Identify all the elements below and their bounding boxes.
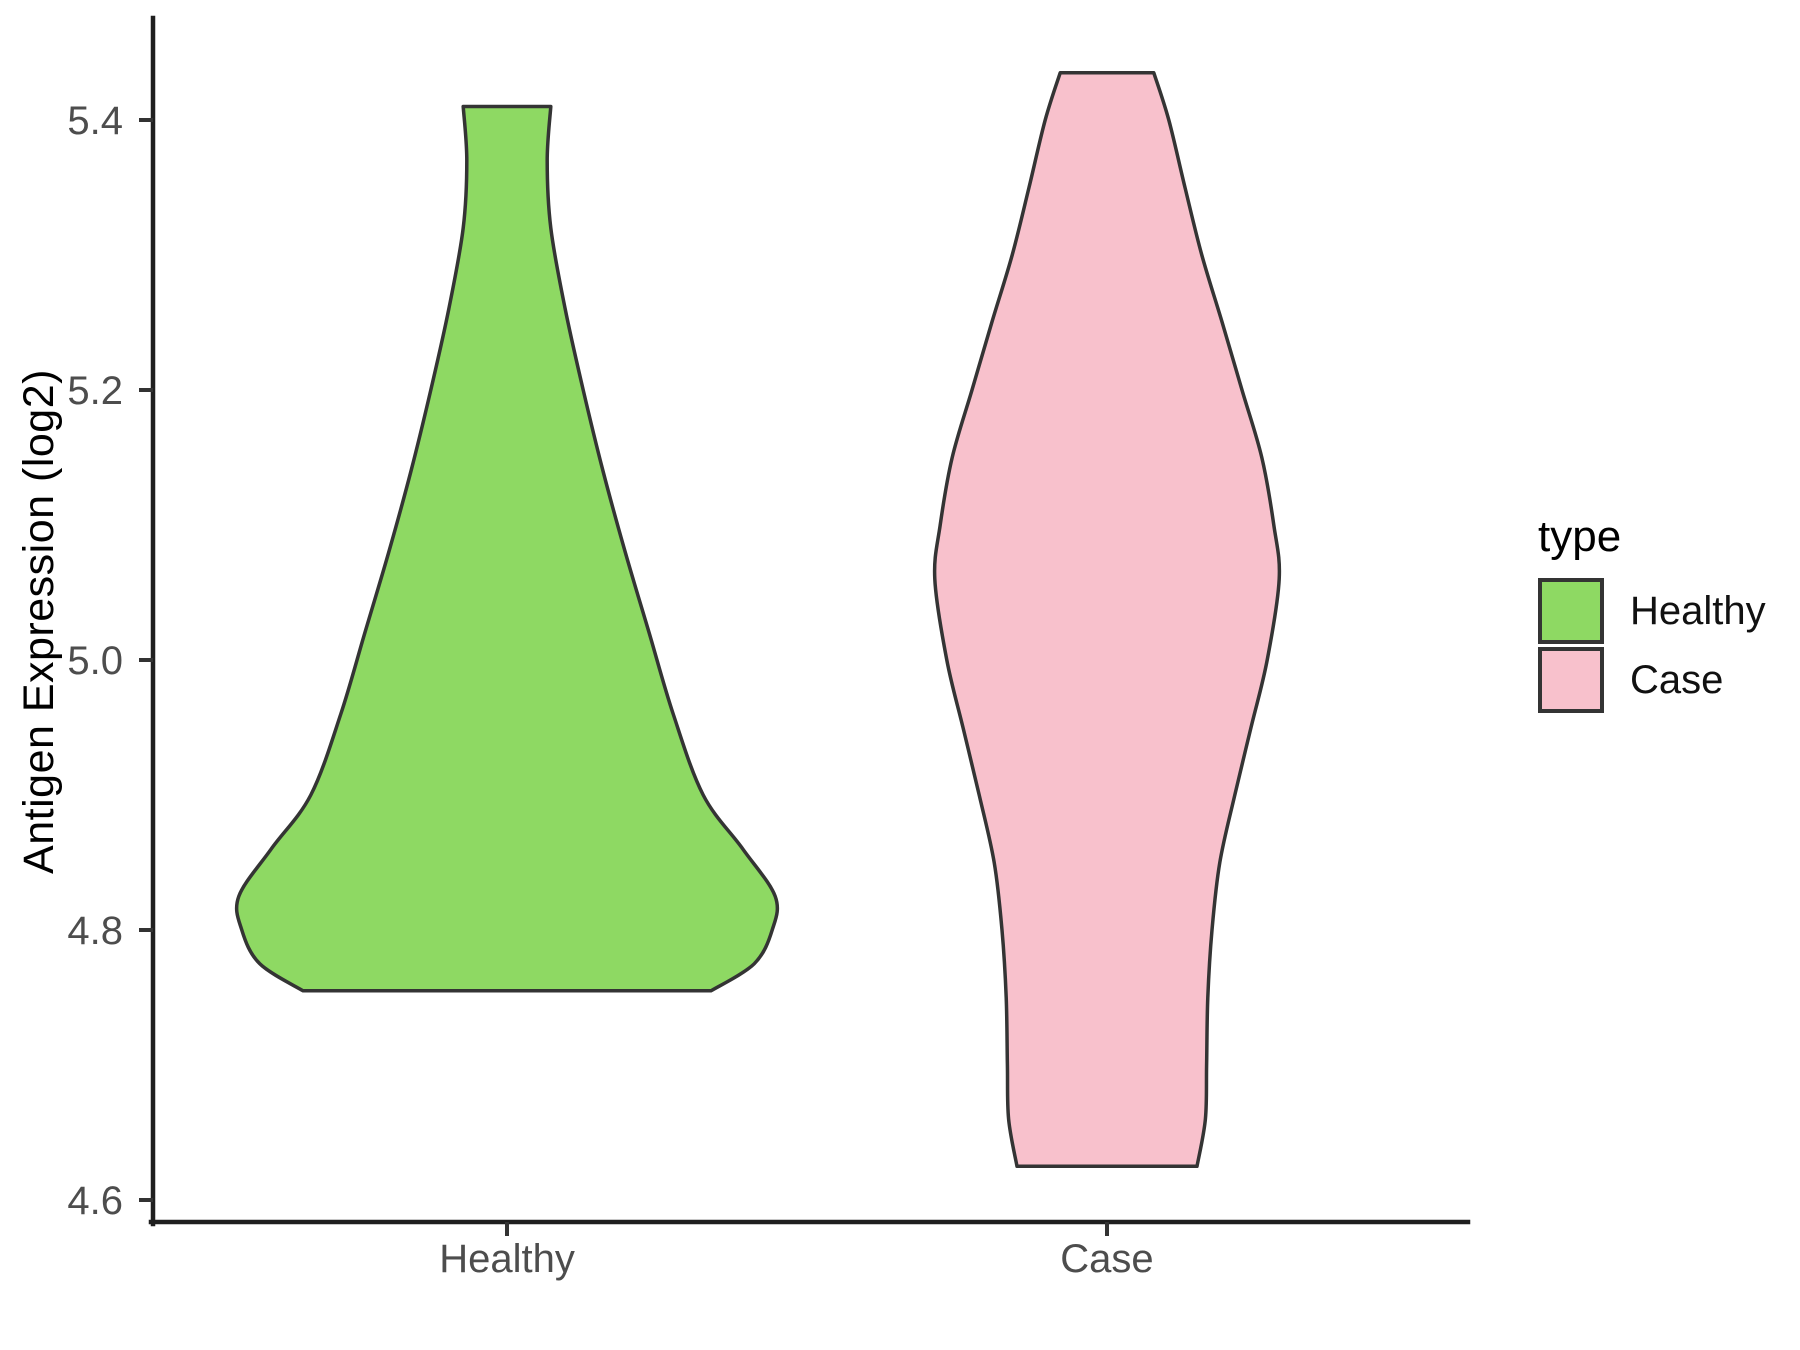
x-tick-label-healthy: Healthy (439, 1237, 575, 1281)
violin-case (932, 71, 1282, 1169)
y-tick-label: 4.6 (67, 1179, 123, 1223)
legend-label: Case (1630, 657, 1724, 702)
legend-swatch-case (1538, 647, 1604, 713)
legend-items: Healthy Case (1538, 578, 1766, 713)
y-tick-label: 5.0 (67, 639, 123, 683)
legend: type Healthy Case (1538, 512, 1766, 716)
legend-item: Case (1538, 647, 1766, 713)
legend-title: type (1538, 512, 1622, 561)
y-tick-label: 5.4 (67, 99, 123, 143)
legend-label: Healthy (1630, 588, 1766, 633)
legend-item: Healthy (1538, 578, 1766, 644)
y-tick-label: 4.8 (67, 909, 123, 953)
y-tick-label: 5.2 (67, 369, 123, 413)
x-tick-label-case: Case (1060, 1237, 1153, 1281)
violin-healthy (234, 104, 780, 993)
y-axis-title-wrap: Antigen Expression (log2) (4, 18, 74, 1224)
y-axis-title: Antigen Expression (log2) (14, 368, 63, 874)
legend-swatch-healthy (1538, 578, 1604, 644)
